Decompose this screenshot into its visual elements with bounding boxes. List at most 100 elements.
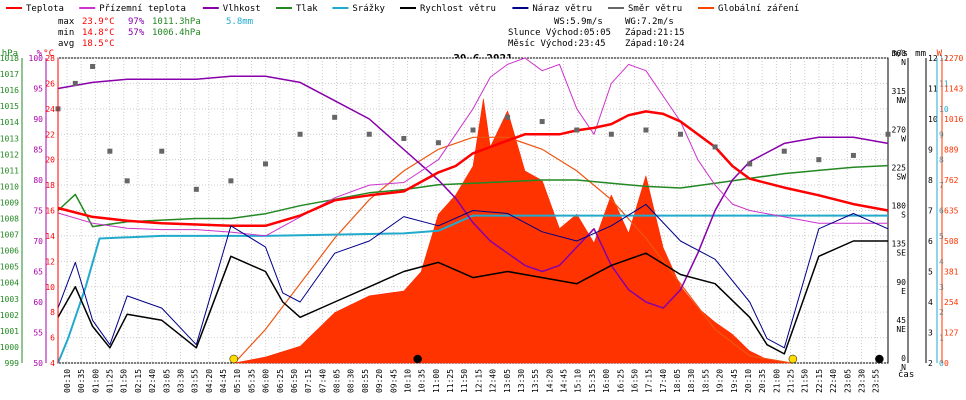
wind-dir-point <box>366 131 372 137</box>
moon-line: Měsíc Východ:23:45 <box>508 39 606 49</box>
x-tick-label: 00:10 <box>63 369 72 393</box>
x-tick-label: 13:05 <box>503 369 512 393</box>
legend-label: Přízemní teplota <box>99 4 186 14</box>
y-tick-wind_speed_ms: 9 <box>928 146 933 155</box>
stats-max-hum: 97% <box>128 17 145 27</box>
x-tick-label: 12:15 <box>474 369 483 393</box>
x-tick-label: 08:30 <box>347 369 356 393</box>
wind-dir-point <box>401 135 407 141</box>
x-tick-label: 02:15 <box>134 369 143 393</box>
axis-unit-temperature_c: °C <box>43 49 54 59</box>
y-tick-radiation_w: 762 <box>944 176 959 185</box>
x-tick-label: 23:55 <box>872 369 881 393</box>
plot-area <box>55 57 891 364</box>
y-tick-dir-wind_dir: E <box>901 287 906 296</box>
marker-moonset <box>413 354 422 364</box>
y-tick-rain_mm: 11 <box>939 79 949 88</box>
y-tick-wind_dir: 135 <box>892 240 907 249</box>
x-tick-label: 11:00 <box>432 369 441 393</box>
y-tick-temperature_c: 28 <box>45 54 55 63</box>
y-tick-pressure_hpa: 1005 <box>0 263 19 272</box>
x-tick-label: 05:35 <box>247 369 256 393</box>
stats-min-hum: 57% <box>128 28 145 38</box>
stats-max-label: max <box>58 17 75 27</box>
y-tick-wind_dir: 180 <box>892 202 907 211</box>
wind-dir-point <box>574 127 580 133</box>
y-tick-pressure_hpa: 1018 <box>0 54 19 63</box>
x-tick-label: 01:25 <box>106 369 115 393</box>
y-tick-humidity_pct: 100 <box>29 54 44 63</box>
wind-dir-point <box>539 119 545 125</box>
wg-value: WG:7.2m/s <box>625 17 674 27</box>
x-tick-label: 08:05 <box>333 369 342 393</box>
x-tick-label: 14:20 <box>545 369 554 393</box>
x-tick-label: 04:45 <box>219 369 228 393</box>
y-tick-radiation_w: 1143 <box>944 85 963 94</box>
y-tick-temperature_c: 6 <box>50 334 55 343</box>
y-tick-temperature_c: 22 <box>45 130 55 139</box>
y-tick-radiation_w: 1016 <box>944 115 963 124</box>
axis-unit-radiation_w: W <box>937 49 943 59</box>
wind-dir-point <box>297 131 303 137</box>
ws-value: WS:5.9m/s <box>554 17 603 27</box>
x-tick-label: 18:05 <box>673 369 682 393</box>
y-tick-pressure_hpa: 1010 <box>0 182 19 191</box>
wind-dir-point <box>435 140 441 146</box>
legend-label: Náraz větru <box>532 4 592 14</box>
x-tick-label: 06:00 <box>262 369 271 393</box>
y-tick-humidity_pct: 65 <box>33 268 43 277</box>
wind-dir-point <box>470 127 476 133</box>
legend: Teplota Přízemní teplota Vlhkost Tlak Srážky… <box>6 4 799 14</box>
y-tick-humidity_pct: 70 <box>33 237 43 246</box>
x-tick-label: 02:40 <box>148 369 157 393</box>
wind-dir-point <box>263 161 268 167</box>
wind-dir-point <box>90 63 96 69</box>
y-tick-temperature_c: 26 <box>45 79 55 88</box>
x-tick-label: 16:50 <box>630 369 639 393</box>
y-tick-radiation_w: 508 <box>944 237 959 246</box>
x-tick-label: 22:40 <box>829 369 838 393</box>
y-tick-humidity_pct: 95 <box>33 85 43 94</box>
y-tick-humidity_pct: 60 <box>33 298 43 307</box>
wind-dir-point <box>505 114 511 120</box>
wind-dir-point <box>124 178 130 184</box>
y-tick-pressure_hpa: 1011 <box>0 166 19 175</box>
y-tick-pressure_hpa: 1014 <box>0 118 19 127</box>
legend-label: Směr větru <box>628 4 682 14</box>
x-tick-label: 12:40 <box>489 369 498 393</box>
y-tick-dir-wind_dir: SE <box>896 249 906 258</box>
y-tick-wind_speed_ms: 12 <box>928 54 938 63</box>
x-tick-label: 22:15 <box>815 369 824 393</box>
x-tick-label: 17:40 <box>659 369 668 393</box>
y-tick-radiation_w: 1270 <box>944 54 963 63</box>
stats-avg-label: avg <box>58 39 74 49</box>
x-tick-label: 09:20 <box>375 369 384 393</box>
moon-set: Západ:10:24 <box>625 39 685 49</box>
x-tick-label: 23:05 <box>843 369 852 393</box>
x-tick-label: 15:10 <box>574 369 583 393</box>
y-tick-wind_speed_ms: 6 <box>928 237 933 246</box>
stats-max-temp: 23.9°C <box>82 17 115 27</box>
y-tick-radiation_w: 254 <box>944 298 959 307</box>
x-tick-label: 15:35 <box>588 369 597 393</box>
marker-sunset <box>788 354 798 364</box>
y-tick-humidity_pct: 85 <box>33 146 43 155</box>
x-tick-label: 08:55 <box>361 369 370 393</box>
y-tick-wind_speed_ms: 10 <box>928 115 938 124</box>
axis-unit-humidity_pct: % <box>37 49 43 59</box>
y-tick-temperature_c: 14 <box>45 232 55 241</box>
legend-label: Rychlost větru <box>420 4 496 14</box>
axis-unit-pressure_hpa: hPa <box>2 49 18 59</box>
wind-dir-point <box>747 161 753 167</box>
y-tick-radiation_w: 635 <box>944 207 959 216</box>
y-tick-temperature_c: 8 <box>50 308 55 317</box>
series-line-tlak <box>57 164 889 228</box>
y-tick-temperature_c: 18 <box>45 181 55 190</box>
stats-min-temp: 14.8°C <box>82 28 115 38</box>
y-tick-temperature_c: 20 <box>45 156 55 165</box>
x-tick-label: 07:40 <box>318 369 327 393</box>
x-tick-label: 11:50 <box>460 369 469 393</box>
series-radiation-area <box>234 98 792 364</box>
y-tick-radiation_w: 889 <box>944 146 959 155</box>
y-tick-rain_mm: 12 <box>939 54 949 63</box>
